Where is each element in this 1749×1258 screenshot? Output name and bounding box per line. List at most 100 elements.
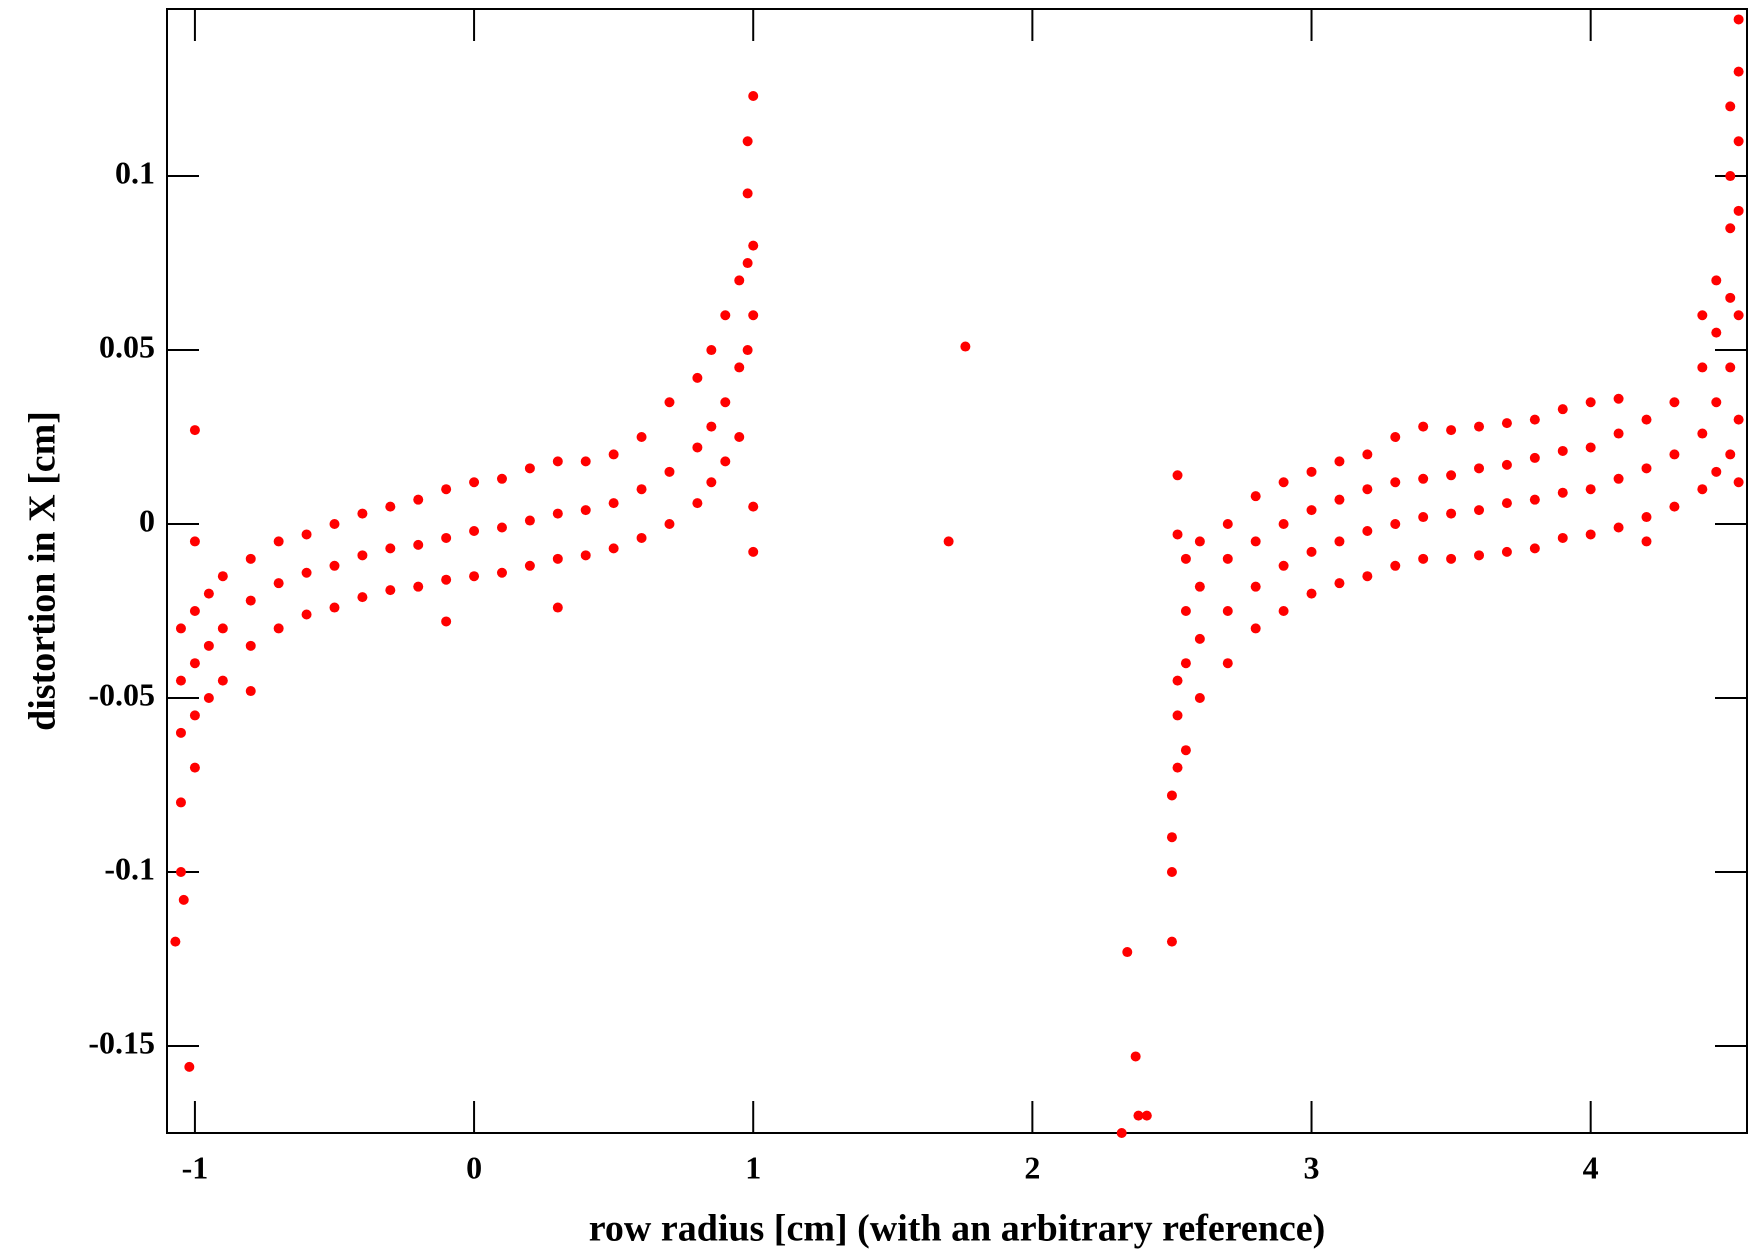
point [245,686,256,697]
point [1250,491,1261,502]
point [175,675,186,686]
point [1613,522,1624,533]
point [1725,362,1736,373]
point [1697,428,1708,439]
point [1446,508,1457,519]
point [1133,1110,1144,1121]
y-tick-label: 0.05 [99,328,155,364]
point [189,536,200,547]
point [1278,477,1289,488]
point [1166,936,1177,947]
point [1501,546,1512,557]
point [170,936,181,947]
point [552,602,563,613]
point [273,578,284,589]
point [217,623,228,634]
point [636,532,647,543]
point [608,543,619,554]
point [184,1061,195,1072]
point [720,397,731,408]
point [1130,1051,1141,1062]
point [496,567,507,578]
point [1362,525,1373,536]
point [1180,606,1191,617]
point [385,543,396,554]
point [385,501,396,512]
point [357,550,368,561]
point [1222,606,1233,617]
point [1669,397,1680,408]
point [203,588,214,599]
point [1446,425,1457,436]
point [1418,421,1429,432]
point [175,623,186,634]
point [742,136,753,147]
point [1613,393,1624,404]
point [742,258,753,269]
point [329,602,340,613]
point [1172,675,1183,686]
point [1116,1128,1127,1138]
point [1390,519,1401,530]
y-tick-label: 0.1 [115,154,155,190]
point [1446,553,1457,564]
point [413,581,424,592]
point [1733,310,1744,321]
point [1725,223,1736,234]
point [720,456,731,467]
plot-frame [166,8,1748,1134]
point [469,525,480,536]
point [1529,494,1540,505]
point [1172,470,1183,481]
point [608,498,619,509]
point [245,553,256,564]
point [1278,519,1289,530]
point [748,501,759,512]
point [1697,362,1708,373]
point [692,442,703,453]
point [1613,428,1624,439]
point [524,463,535,474]
point [580,505,591,516]
point [1725,171,1736,182]
point [552,508,563,519]
point [1725,101,1736,112]
point [580,456,591,467]
point [1250,536,1261,547]
point [1180,745,1191,756]
point [1711,275,1722,286]
point [1390,432,1401,443]
point [552,456,563,467]
point [1613,473,1624,484]
point [1711,327,1722,338]
point [1334,456,1345,467]
point [1194,581,1205,592]
point [1501,498,1512,509]
point [413,539,424,550]
point [1669,501,1680,512]
y-tick-label: -0.05 [88,676,155,712]
point [1306,588,1317,599]
point [1334,578,1345,589]
point [734,362,745,373]
point [1557,404,1568,415]
point [1306,505,1317,516]
point [1172,529,1183,540]
point [1362,449,1373,460]
point [1362,484,1373,495]
point [1641,512,1652,523]
point [552,553,563,564]
point [636,432,647,443]
point [1585,442,1596,453]
point [1172,762,1183,773]
point [1122,947,1133,958]
point [1334,536,1345,547]
point [1194,693,1205,704]
x-tick-label: -1 [182,1149,209,1185]
point [1474,550,1485,561]
point [742,345,753,356]
point [748,546,759,557]
point [1166,832,1177,843]
y-tick-label: 0 [139,502,155,538]
